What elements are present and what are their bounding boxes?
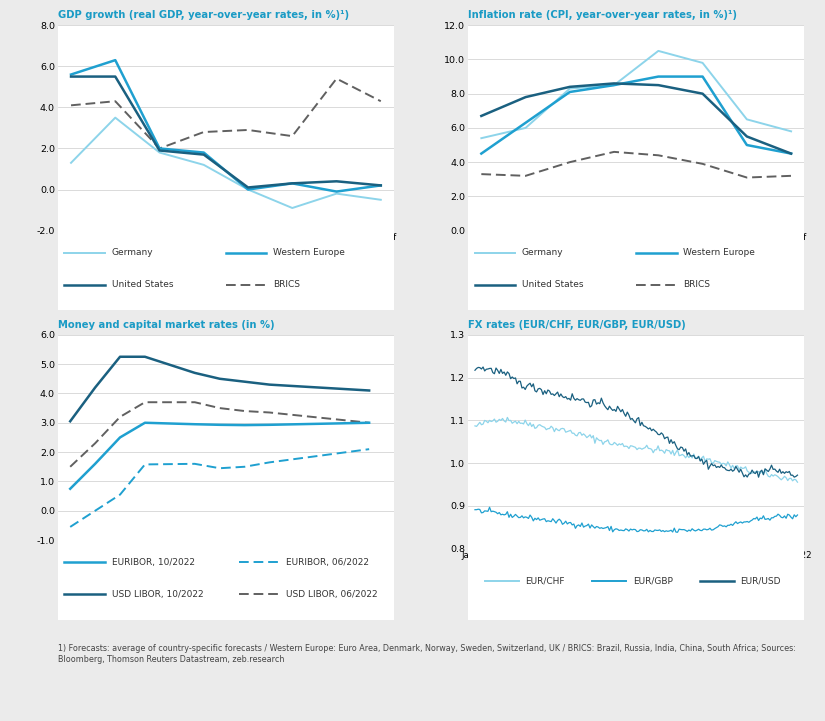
Text: Western Europe: Western Europe — [683, 249, 755, 257]
Text: United States: United States — [111, 280, 173, 289]
Text: USD LIBOR, 06/2022: USD LIBOR, 06/2022 — [286, 590, 378, 599]
Text: Money and capital market rates (in %): Money and capital market rates (in %) — [58, 320, 275, 329]
Text: BRICS: BRICS — [273, 280, 300, 289]
Text: USD LIBOR, 10/2022: USD LIBOR, 10/2022 — [111, 590, 203, 599]
Text: EUR/GBP: EUR/GBP — [633, 576, 672, 585]
Text: FX rates (EUR/CHF, EUR/GBP, EUR/USD): FX rates (EUR/CHF, EUR/GBP, EUR/USD) — [468, 320, 686, 329]
Text: Western Europe: Western Europe — [273, 249, 345, 257]
Text: EUR/CHF: EUR/CHF — [526, 576, 565, 585]
Text: United States: United States — [522, 280, 583, 289]
Text: GDP growth (real GDP, year-over-year rates, in %)¹): GDP growth (real GDP, year-over-year rat… — [58, 10, 349, 20]
Text: EURIBOR, 06/2022: EURIBOR, 06/2022 — [286, 558, 370, 567]
Text: Germany: Germany — [111, 249, 153, 257]
Text: Germany: Germany — [522, 249, 563, 257]
Text: BRICS: BRICS — [683, 280, 710, 289]
Text: 1) Forecasts: average of country-specific forecasts / Western Europe: Euro Area,: 1) Forecasts: average of country-specifi… — [58, 645, 795, 663]
Text: Inflation rate (CPI, year-over-year rates, in %)¹): Inflation rate (CPI, year-over-year rate… — [468, 10, 737, 20]
Text: EURIBOR, 10/2022: EURIBOR, 10/2022 — [111, 558, 195, 567]
Text: EUR/USD: EUR/USD — [741, 576, 781, 585]
